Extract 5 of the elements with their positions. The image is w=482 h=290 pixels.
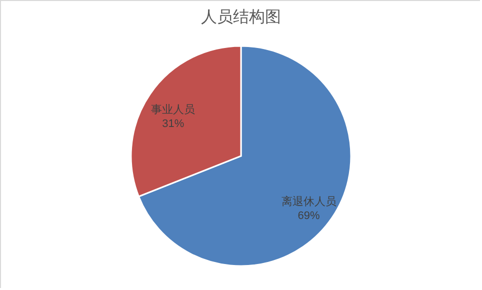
slice-label: 事业人员 [151,102,196,116]
data-label: 69% [298,210,320,222]
data-label: 31% [162,118,184,130]
slice-label: 离退休人员 [281,195,336,208]
chart-title: 人员结构图 [201,8,281,26]
